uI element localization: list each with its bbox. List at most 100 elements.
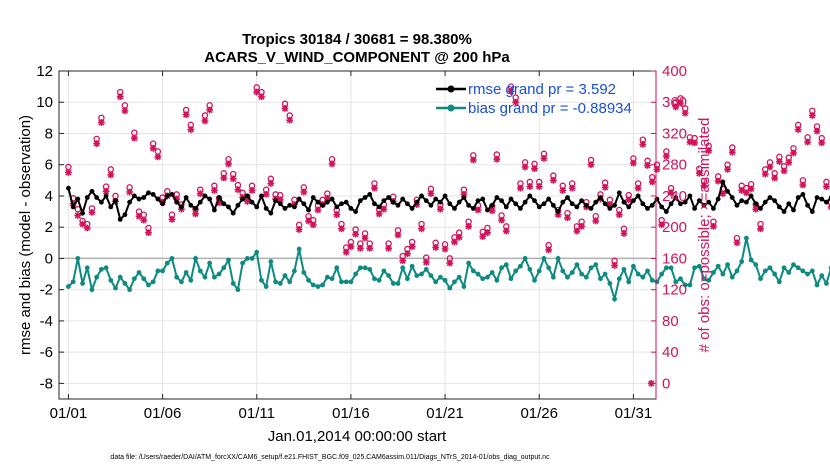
bias-point — [480, 276, 486, 282]
rmse-point — [183, 195, 189, 200]
obs-assimilated-marker — [305, 217, 312, 225]
obs-assimilated-marker — [455, 233, 463, 241]
rmse-point — [485, 207, 490, 213]
rmse-point — [781, 209, 787, 214]
bias-point — [324, 274, 330, 280]
x-tick-label: 01/11 — [239, 405, 275, 422]
rmse-point — [574, 204, 580, 210]
rmse-point — [113, 198, 118, 204]
obs-assimilated-marker — [88, 208, 96, 216]
rmse-point — [550, 202, 556, 208]
bias-point — [781, 265, 787, 271]
obs-assimilated-marker — [243, 198, 251, 205]
obs-assimilated-marker — [187, 126, 195, 133]
bias-point — [292, 268, 297, 274]
bias-point — [809, 268, 815, 274]
bias-point — [621, 266, 627, 272]
rmse-point — [320, 202, 326, 208]
rmse-point — [390, 199, 396, 205]
rmse-point — [499, 198, 504, 204]
obs-assimilated-marker — [74, 212, 82, 219]
bias-point — [791, 262, 796, 268]
bias-point — [419, 271, 424, 277]
obs-assimilated-marker — [229, 175, 237, 183]
rmse-point — [786, 201, 792, 207]
bias-point — [277, 281, 283, 286]
obs-assimilated-marker — [432, 244, 440, 251]
obs-assimilated-marker — [630, 159, 637, 167]
obs-assimilated-marker — [436, 205, 444, 213]
bias-point — [287, 279, 293, 285]
rmse-point — [466, 202, 472, 208]
obs-assimilated-marker — [804, 138, 812, 146]
bias-point — [546, 265, 552, 271]
y-tick-label-left: -6 — [40, 344, 53, 361]
bias-point — [409, 263, 415, 269]
obs-assimilated-marker — [691, 139, 699, 147]
obs-assimilated-marker — [267, 180, 275, 187]
bias-point — [127, 287, 133, 293]
rmse-point — [513, 201, 519, 207]
rmse-point — [762, 199, 768, 205]
rmse-point — [560, 199, 566, 205]
bias-point — [244, 256, 250, 261]
rmse-point — [122, 212, 128, 218]
rmse-point — [518, 206, 523, 211]
bias-point — [193, 256, 198, 261]
bias-point — [66, 284, 71, 289]
rmse-point — [301, 201, 307, 207]
rmse-point — [244, 193, 250, 199]
rmse-point — [687, 193, 693, 199]
bias-point — [678, 276, 683, 282]
rmse-point — [169, 191, 175, 197]
rmse-point — [565, 195, 570, 200]
obs-assimilated-marker — [116, 93, 124, 101]
bias-point — [376, 277, 382, 283]
obs-assimilated-marker — [672, 103, 680, 111]
rmse-point — [579, 198, 585, 204]
rmse-point — [541, 201, 547, 207]
obs-assimilated-marker — [568, 184, 576, 192]
bias-point — [616, 276, 622, 282]
obs-assimilated-marker — [658, 221, 666, 229]
bias-point — [645, 268, 650, 274]
x-tick-label: 01/26 — [520, 405, 558, 422]
y-tick-label-left: 12 — [36, 63, 53, 80]
bias-point — [141, 276, 147, 282]
bias-point — [179, 279, 184, 285]
bias-point — [405, 276, 410, 282]
rmse-point — [174, 199, 180, 205]
obs-assimilated-marker — [634, 184, 642, 192]
obs-assimilated-marker — [356, 244, 364, 252]
obs-assimilated-marker — [399, 257, 407, 265]
bias-point — [734, 268, 740, 274]
y-tick-label-right: 280 — [662, 157, 687, 174]
obs-assimilated-marker — [554, 211, 562, 219]
obs-assimilated-marker — [460, 190, 468, 198]
bias-point — [536, 268, 542, 274]
obs-assimilated-marker — [540, 155, 548, 162]
obs-assimilated-marker — [342, 248, 350, 256]
obs-assimilated-marker — [225, 160, 232, 168]
rmse-point — [197, 199, 203, 205]
rmse-point — [720, 179, 726, 185]
rmse-point — [607, 206, 613, 211]
rmse-point — [532, 198, 537, 204]
obs-assimilated-marker — [173, 195, 181, 203]
obs-assimilated-marker — [210, 187, 218, 194]
bias-point — [762, 268, 768, 274]
obs-assimilated-marker — [446, 259, 454, 267]
bias-point — [607, 281, 613, 286]
obs-assimilated-marker — [620, 230, 628, 237]
obs-assimilated-marker — [394, 231, 402, 239]
y-tick-label-left: 0 — [45, 250, 53, 267]
bias-point — [160, 268, 165, 274]
obs-assimilated-marker — [215, 199, 223, 207]
bias-point — [541, 256, 547, 261]
bias-point — [715, 263, 721, 269]
rmse-point — [711, 206, 716, 211]
obs-assimilated-marker — [196, 190, 204, 198]
rmse-point — [437, 199, 443, 205]
rmse-point — [701, 202, 707, 208]
